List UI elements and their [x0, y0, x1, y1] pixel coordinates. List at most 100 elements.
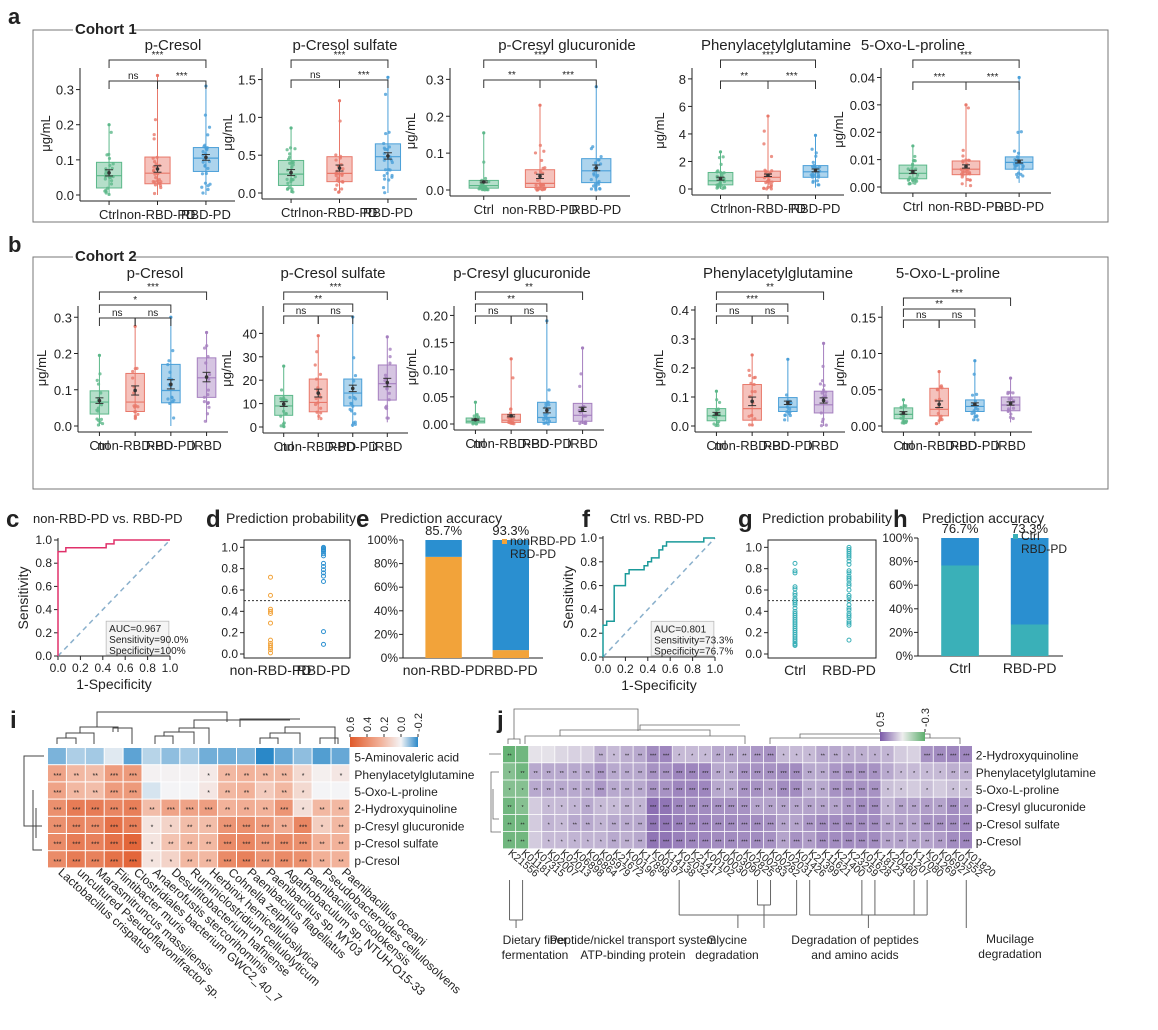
heatmap-cell — [503, 763, 516, 780]
heatmap-cell — [85, 834, 104, 851]
data-point — [351, 404, 355, 408]
significance-stars: ** — [225, 807, 231, 814]
y-tick-label: 0.0 — [221, 647, 238, 661]
data-point — [383, 379, 387, 383]
probability-point — [846, 605, 852, 611]
significance-stars: *** — [820, 840, 827, 846]
significance-stars: *** — [859, 805, 866, 811]
panel-letter-d: d — [206, 506, 221, 533]
data-point — [134, 404, 138, 408]
panel-frame — [32, 256, 1109, 490]
y-tick-label: 0.0 — [426, 183, 444, 198]
significance-bracket — [912, 81, 967, 90]
significance-stars: ** — [625, 754, 630, 760]
heatmap-cell — [66, 816, 85, 833]
data-point — [534, 186, 538, 190]
outlier-point — [107, 123, 111, 127]
legend-label: Ctrl — [1021, 529, 1040, 543]
significance-stars: *** — [754, 822, 761, 828]
data-point — [770, 180, 774, 184]
data-point — [99, 403, 104, 407]
heatmap-cell — [293, 851, 312, 868]
panel-letter-e: e — [356, 506, 369, 533]
y-tick-label: 0% — [381, 651, 399, 665]
data-point — [349, 402, 354, 406]
data-point — [915, 173, 920, 177]
row-dendrogram — [23, 755, 44, 851]
y-tick-label: 0.15 — [851, 310, 876, 325]
heatmap-cell — [180, 765, 199, 782]
data-point — [749, 381, 753, 385]
legend-swatch — [1013, 547, 1018, 552]
x-tick-label: RBD-PD — [822, 662, 876, 678]
significance-stars: * — [207, 773, 210, 780]
significance-stars: *** — [91, 824, 99, 831]
heatmap-cell — [607, 832, 620, 849]
y-tick-label: 20% — [889, 625, 913, 639]
outlier-point — [580, 346, 585, 350]
significance-stars: *** — [72, 859, 80, 866]
significance-stars: *** — [663, 754, 670, 760]
heatmap-cell — [672, 780, 685, 797]
significance-stars: *** — [715, 805, 722, 811]
data-point — [1016, 130, 1020, 134]
significance-stars: *** — [689, 805, 696, 811]
y-tick-label: 0.4 — [35, 603, 52, 617]
significance-stars: ** — [625, 822, 630, 828]
significance-stars: ** — [716, 771, 721, 777]
subplot-title: p-Cresol — [145, 37, 202, 54]
heatmap-cell — [568, 780, 581, 797]
data-point — [939, 416, 943, 420]
significance-stars: *** — [924, 754, 931, 760]
heatmap-cell — [894, 780, 907, 797]
heatmap-cell — [946, 797, 959, 814]
heatmap-cell — [218, 834, 236, 851]
significance-stars: ** — [886, 840, 891, 846]
heatmap-cell — [946, 780, 959, 797]
significance-bracket — [965, 81, 1020, 90]
data-point — [764, 170, 768, 174]
data-point — [1006, 409, 1010, 414]
data-point — [474, 422, 478, 426]
outlier-point — [316, 334, 320, 338]
significance-stars: * — [848, 754, 851, 760]
significance-stars: *** — [767, 771, 774, 777]
heatmap-cell — [933, 832, 946, 849]
data-point — [968, 184, 973, 188]
data-point — [788, 410, 792, 414]
significance-stars: * — [861, 754, 864, 760]
y-tick-label: 0.02 — [850, 125, 875, 140]
significance-stars: * — [952, 788, 955, 794]
data-point — [1013, 166, 1017, 170]
data-point — [717, 156, 722, 160]
heatmap-cell — [816, 746, 829, 763]
heatmap-cell — [698, 746, 711, 763]
data-point — [719, 162, 723, 166]
x-tick-label: Ctrl — [89, 438, 109, 453]
heatmap-cell — [868, 780, 881, 797]
significance-stars: *** — [741, 771, 748, 777]
heatmap-cell — [659, 780, 672, 797]
heatmap-cell — [274, 765, 293, 782]
subplot-title: p-Cresol sulfate — [280, 265, 385, 282]
significance-stars: ** — [638, 771, 643, 777]
significance-stars: ** — [282, 790, 288, 797]
probability-point — [792, 600, 798, 606]
x-tick-label: non-RBD-PD — [928, 199, 1004, 214]
y-tick-label: 80% — [889, 555, 913, 569]
significance-stars: ** — [187, 842, 193, 849]
function-annotation-label: fermentation — [502, 948, 569, 962]
data-point — [170, 395, 174, 399]
data-point — [340, 173, 344, 177]
colorbar-tick-label: 0.2 — [379, 717, 391, 732]
data-point — [1009, 412, 1013, 416]
heatmap-cell — [312, 816, 331, 833]
heatmap-cell — [274, 748, 293, 765]
heatmap-cell — [142, 748, 161, 765]
data-point — [352, 356, 356, 360]
data-point — [171, 349, 175, 353]
significance-bracket — [912, 59, 1020, 68]
significance-stars: ** — [625, 771, 630, 777]
heatmap-cell — [66, 765, 85, 782]
heatmap-cell — [750, 797, 764, 814]
